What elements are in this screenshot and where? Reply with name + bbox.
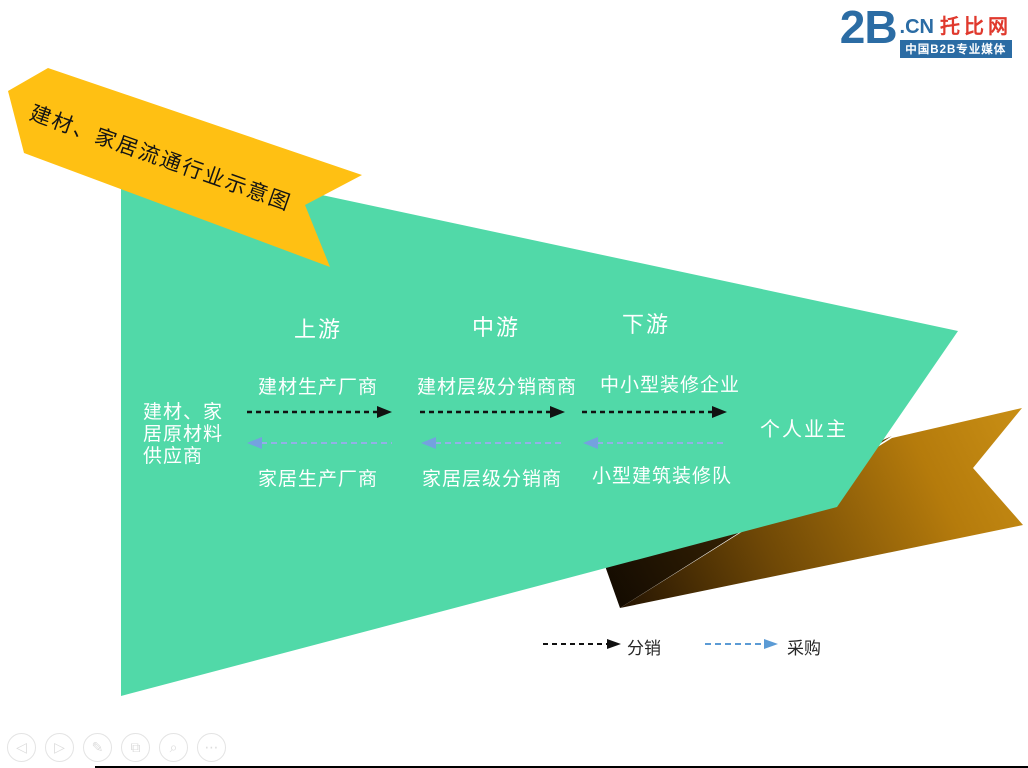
title-banner-shape	[8, 68, 362, 267]
bottom-edge-line	[95, 766, 1028, 768]
label-small-mid-decoration-companies: 中小型装修企业	[599, 375, 741, 396]
slides-icon: ⧉	[130, 739, 141, 755]
label-raw-material-suppliers: 建材、家 居原材料 供应商	[143, 402, 224, 467]
header-upstream: 上游	[293, 317, 343, 342]
logo-2b-text: 2B	[839, 1, 898, 53]
legend-distribution-label: 分销	[627, 639, 661, 658]
label-building-material-producers: 建材生产厂商	[257, 377, 379, 398]
more-options-button[interactable]: ⋯	[197, 733, 226, 762]
header-downstream: 下游	[621, 312, 671, 337]
zoom-button[interactable]: ⌕	[159, 733, 188, 762]
teal-arrow-shape	[121, 152, 958, 696]
pen-button[interactable]: ✎	[83, 733, 112, 762]
pen-icon: ✎	[91, 739, 104, 755]
legend-distribution-arrow	[543, 639, 621, 649]
legend-procurement-label: 采购	[787, 639, 821, 658]
next-icon: ▷	[54, 739, 65, 755]
label-small-construction-teams: 小型建筑装修队	[591, 466, 733, 487]
next-slide-button[interactable]: ▷	[45, 733, 74, 762]
magnifier-icon: ⌕	[169, 739, 178, 755]
distribution-arrowheads	[377, 406, 727, 418]
logo-brand-text: 托比网	[940, 16, 1012, 38]
viewer-toolbar: ◁ ▷ ✎ ⧉ ⌕ ⋯	[7, 733, 226, 762]
procurement-arrowheads	[247, 437, 598, 449]
slides-overview-button[interactable]: ⧉	[121, 733, 150, 762]
logo-tagline-badge: 中国B2B专业媒体	[899, 40, 1012, 58]
ellipsis-icon: ⋯	[204, 739, 219, 755]
tobi-logo: 2B .CN 托比网 中国B2B专业媒体	[839, 1, 1012, 58]
previous-icon: ◁	[16, 739, 27, 755]
legend-procurement-arrow	[705, 639, 778, 649]
label-home-furnishing-distributors: 家居层级分销商	[421, 469, 563, 490]
label-individual-owners: 个人业主	[760, 419, 848, 441]
label-home-furnishing-producers: 家居生产厂商	[257, 469, 379, 490]
header-midstream: 中游	[471, 315, 521, 340]
label-building-material-distributors: 建材层级分销商商	[416, 377, 578, 398]
logo-cn-text: .CN	[899, 16, 934, 38]
previous-slide-button[interactable]: ◁	[7, 733, 36, 762]
